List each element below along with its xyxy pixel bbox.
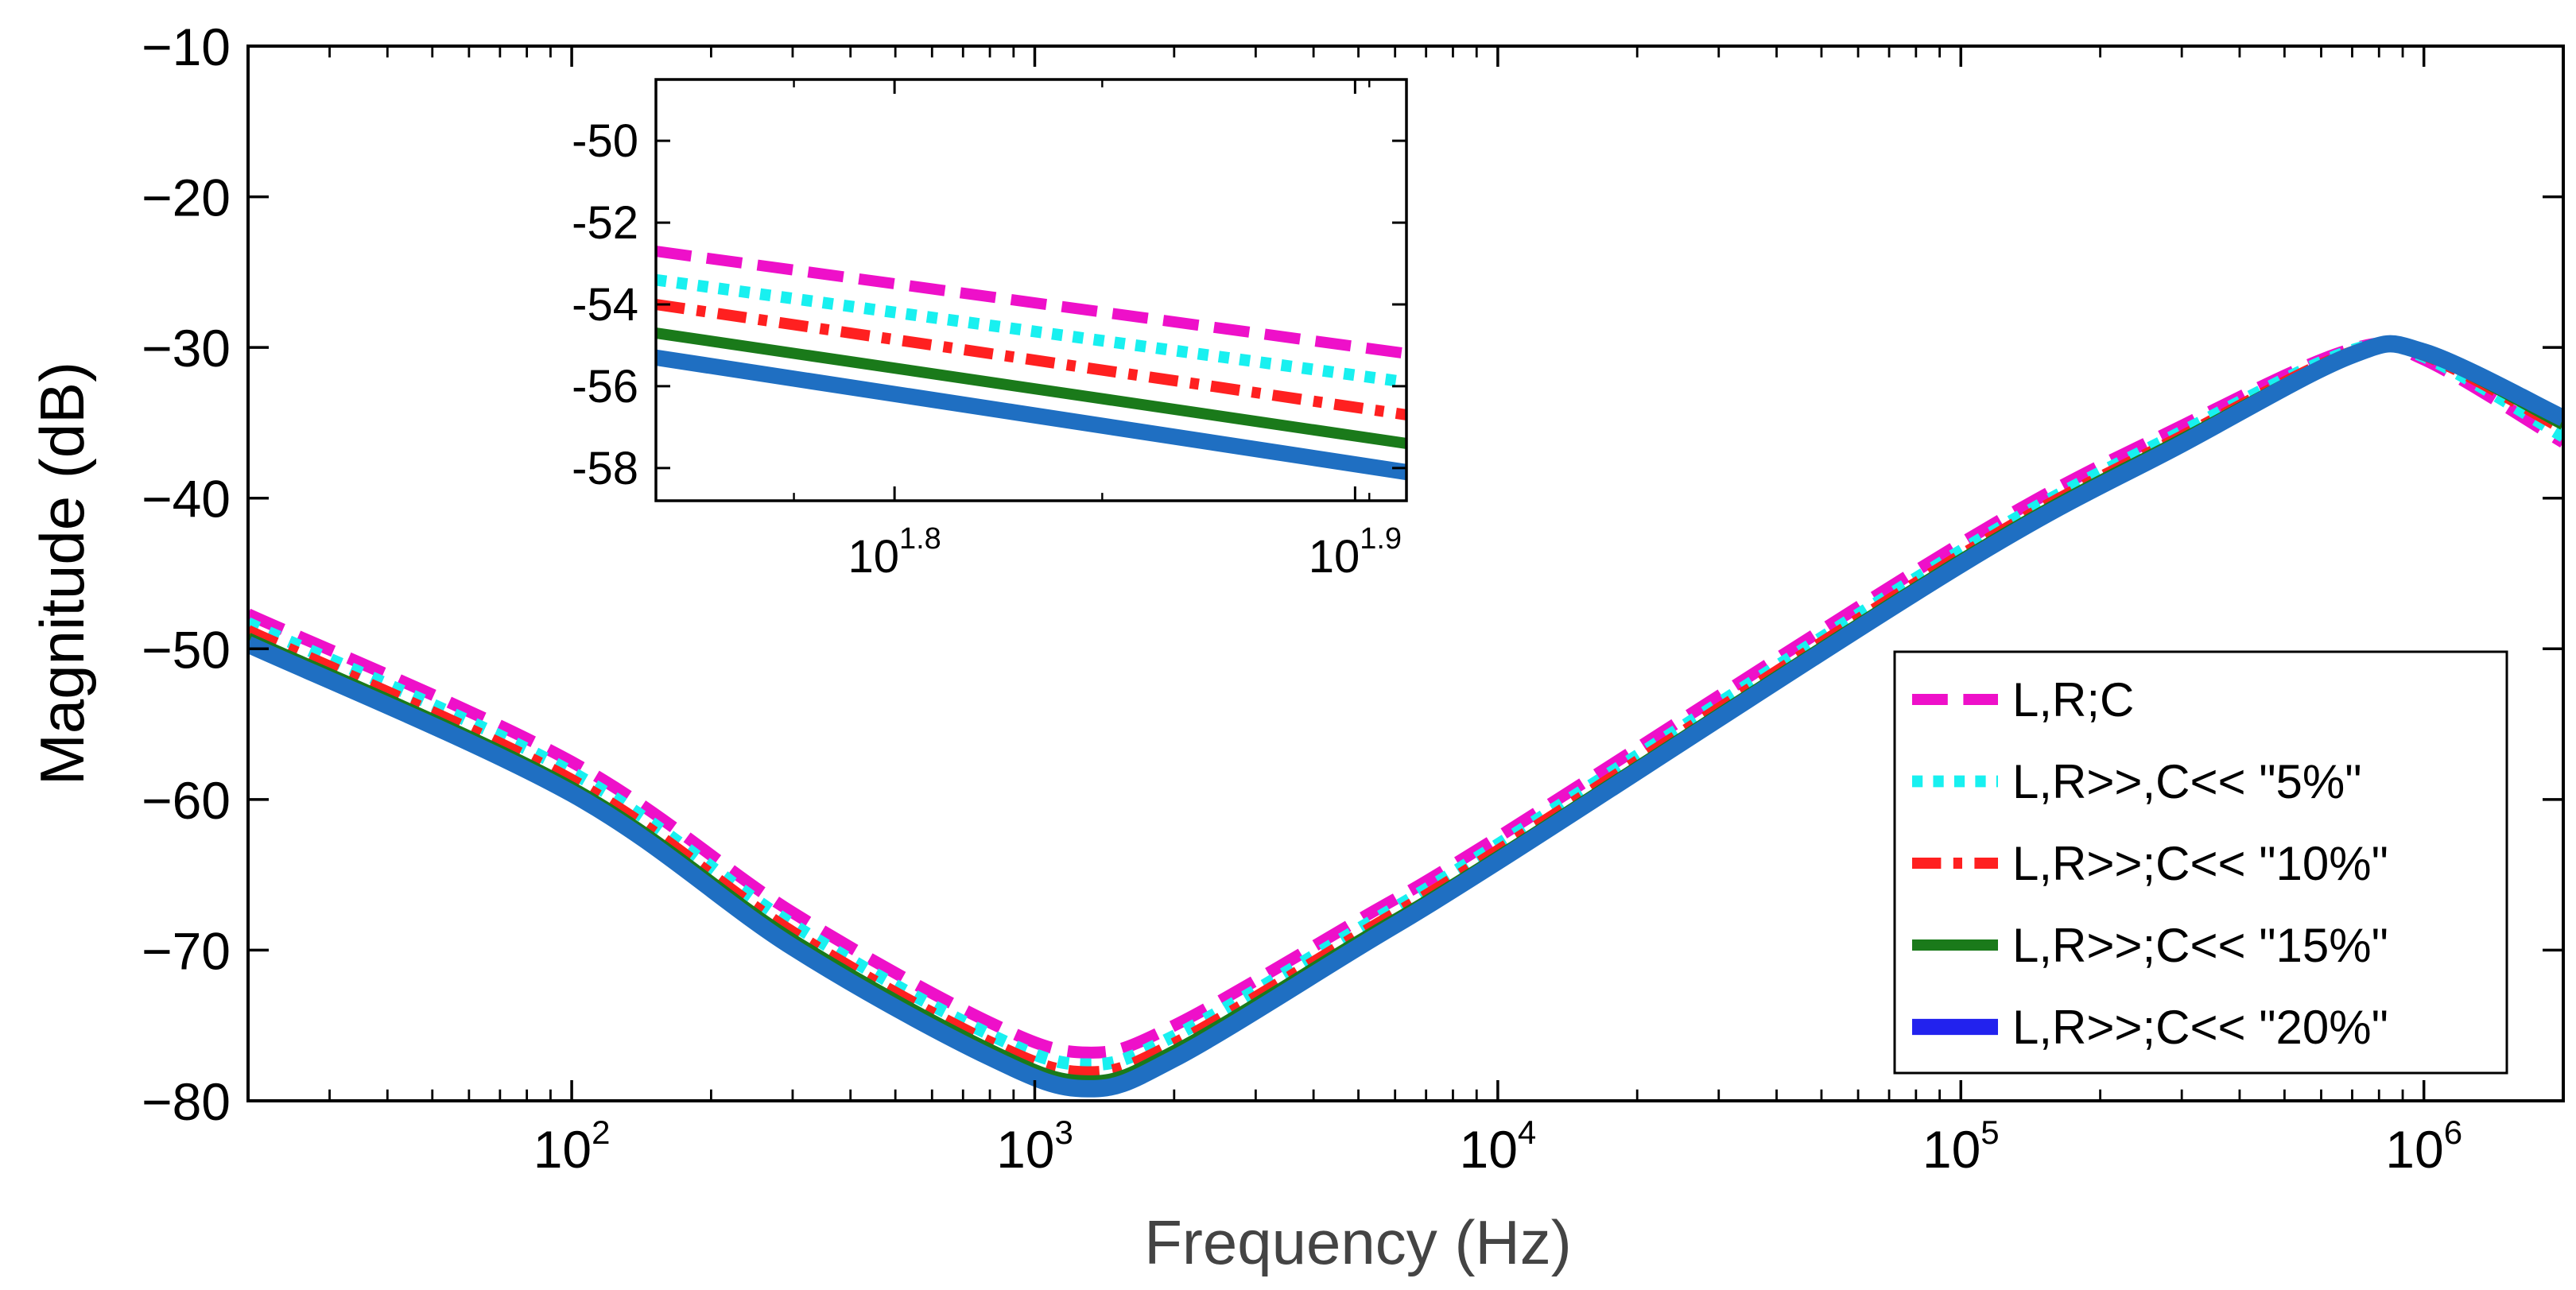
inset-y-tick-label: -52 xyxy=(572,197,638,249)
inset-x-tick-label: 101.9 xyxy=(1309,522,1402,583)
legend: L,R;C L,R>>,C<< "5%" L,R>>;C<< "10%" L,R>>;… xyxy=(1893,650,2508,1075)
legend-items: L,R;C L,R>>,C<< "5%" L,R>>;C<< "10%" L,R>>;… xyxy=(1912,673,2388,1054)
inset-series-line-5 xyxy=(656,349,1406,481)
inset-series-line-4 xyxy=(656,327,1406,449)
inset-ticks-group: -50 -52 -54 -56 -58 101.8 101.9 xyxy=(572,79,1406,583)
main-x-tick-label: 103 xyxy=(996,1114,1073,1179)
main-y-tick-label: −80 xyxy=(142,1072,231,1131)
inset-x-tick-label: 101.8 xyxy=(848,522,941,583)
main-y-tick-label: −10 xyxy=(142,17,231,76)
main-x-tick-label: 105 xyxy=(1922,1114,2000,1179)
main-y-tick-label: −50 xyxy=(142,620,231,679)
inset-y-tick-label: -56 xyxy=(572,361,638,413)
legend-label-4: L,R>>;C<< "15%" xyxy=(2012,919,2388,972)
main-y-tick-label: −30 xyxy=(142,319,231,378)
main-x-tick-label: 104 xyxy=(1459,1114,1536,1179)
inset-series-group xyxy=(656,246,1406,481)
inset-y-tick-label: -58 xyxy=(572,443,638,494)
main-y-tick-label: −60 xyxy=(142,771,231,830)
x-axis-title: Frequency (Hz) xyxy=(1144,1207,1571,1277)
main-y-tick-label: −20 xyxy=(142,169,231,227)
inset-series-line-1 xyxy=(656,246,1406,359)
main-x-tick-label: 102 xyxy=(533,1114,611,1179)
main-x-tick-label: 106 xyxy=(2385,1114,2462,1179)
legend-label-3: L,R>>;C<< "10%" xyxy=(2012,837,2388,890)
inset-series-line-3 xyxy=(656,299,1406,420)
inset-plot: -50 -52 -54 -56 -58 101.8 101.9 xyxy=(572,78,1408,583)
main-ticks-group: −10 −20 −30 −40 −50 −60 −70 −80 102 103 104 105 106 xyxy=(142,17,2563,1179)
legend-label-1: L,R;C xyxy=(2012,673,2134,726)
y-axis-title: Magnitude (dB) xyxy=(27,362,97,785)
inset-y-tick-label: -54 xyxy=(572,279,638,331)
inset-series-line-2 xyxy=(656,273,1406,389)
inset-plot-frame xyxy=(654,78,1408,502)
main-series-group xyxy=(248,335,2563,1098)
main-series-line-5 xyxy=(248,335,2563,1098)
main-plot-frame xyxy=(246,45,2565,1102)
inset-y-tick-label: -50 xyxy=(572,115,638,167)
main-y-tick-label: −70 xyxy=(142,921,231,980)
legend-label-2: L,R>>,C<< "5%" xyxy=(2012,755,2362,808)
legend-label-5: L,R>>;C<< "20%" xyxy=(2012,1001,2388,1054)
main-y-tick-label: −40 xyxy=(142,470,231,529)
